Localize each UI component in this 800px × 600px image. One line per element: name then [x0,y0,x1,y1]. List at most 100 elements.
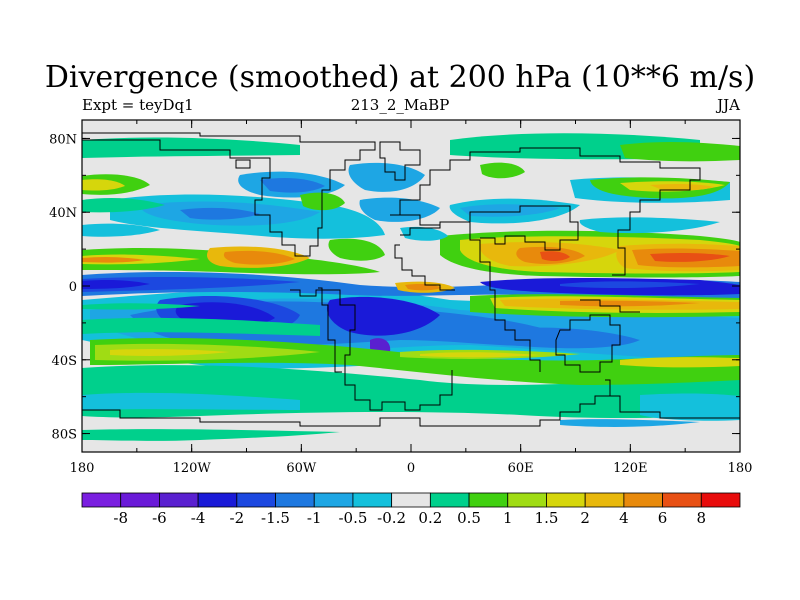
colorbar-swatch [507,492,547,508]
coast-europe [400,214,440,226]
x-tick-label: 180 [70,461,95,476]
colorbar-label: 1.5 [534,509,559,527]
contour-pos-north-mid-7 [650,183,715,191]
contour-neg-north-mid-3 [180,207,260,220]
colorbar-label: -4 [190,509,206,527]
contour-pos-north-trop-16 [405,284,442,291]
colorbar-label: 0.2 [418,509,443,527]
contour-neg-south-high [82,392,300,410]
coast-asia-south [440,205,579,251]
colorbar-swatch [159,492,199,508]
colorbar-swatch [700,492,741,508]
contour-pos-north-trop-3 [82,256,145,263]
coast-antarctica [82,379,611,427]
x-tick-label: 60E [508,461,534,476]
x-tick-label: 180 [728,461,753,476]
coast-south-america [290,289,453,411]
contour-pos-north-trop-5 [223,250,295,265]
contour-neg-equator-2 [82,277,300,292]
colorbar-label: -0.5 [338,509,368,527]
x-axis: 180 120W 60W 0 60E 120E 180 [70,120,753,476]
contour-neg-equator-3 [82,280,150,289]
colorbar-label: 8 [696,509,707,527]
contour-neg-north-mid-12 [400,226,448,241]
case-label: 213_2_MaBP [350,96,450,114]
colorbar-label: -2 [229,509,245,527]
map-title: Divergence (smoothed) at 200 hPa (10**6 … [44,60,756,95]
colorbar-swatch [546,492,586,508]
y-tick-label: 0 [69,280,77,295]
coast-maritime [580,299,640,313]
colorbar-swatch [584,492,625,508]
contour-neg-north-mid-13 [82,223,160,237]
colorbar-label: 4 [619,509,629,527]
colorbar [81,492,741,508]
coast-north-america [82,132,376,257]
contour-pos-south-mid-7 [620,357,740,368]
season-label: JJA [717,96,740,114]
colorbar-swatch [275,492,315,508]
y-axis: 80N 40N 0 40S 80S [49,132,740,443]
contour-neg-south-high-2 [640,393,740,421]
experiment-label: Expt = teyDq1 [82,96,194,114]
colorbar-label: -1.5 [261,509,290,527]
colorbar-label: -1 [306,509,322,527]
contour-neg-equator-5 [560,281,700,289]
contour-pos-south-band-6 [82,303,200,310]
contour-pos-north-trop-6 [328,238,385,261]
contour-pos-south-band [82,317,320,336]
colorbar-swatch [623,492,663,508]
colorbar-swatch [468,492,509,508]
colorbar-swatch [120,492,160,508]
coast-africa [400,221,541,372]
colorbar-swatch [429,492,470,508]
contour-pos-south-mid-6 [420,352,540,358]
colorbar-label: 0.5 [457,509,481,527]
colorbar-label: -8 [113,509,129,527]
colorbar-label: -0.2 [377,509,407,527]
contour-neg-north-mid-6 [348,162,425,192]
contour-pos-south-mid-4 [110,348,230,356]
colorbar-label: 2 [580,509,590,527]
contour-neg-north-mid-11 [579,217,720,234]
coast-africa-west [394,244,455,291]
contour-neg-north-mid-9 [460,204,560,217]
colorbar-label: 1 [502,509,513,527]
contour-pos-north-mid-11 [82,197,165,213]
contour-pos-north-trop-11 [540,251,570,262]
contour-pos-south-band-5 [560,300,700,307]
coast-hudson-bay [235,159,251,169]
colorbar-swatch [313,492,354,508]
colorbar-swatch [197,492,238,508]
contour-neg-south-high-4 [560,419,700,427]
contour-pos-north-mid-9 [480,162,525,179]
coast-south-america-west [318,287,342,373]
coast-antarctica-2 [610,395,740,419]
colorbar-swatch [662,492,702,508]
colorbar-swatch [352,492,393,508]
x-tick-label: 120E [613,461,647,476]
x-tick-label: 0 [407,461,415,476]
y-tick-label: 40S [52,354,77,369]
y-tick-label: 80S [52,428,77,443]
colorbar-label: -6 [152,509,167,527]
coast-eurasia [390,147,701,276]
contour-pos-north-mid-2 [82,179,125,191]
contour-neg-south-8 [497,327,640,349]
coast-australia [555,314,621,373]
colorbar-swatch [81,492,122,508]
contour-pos-north-mid-3 [82,137,300,158]
contour-neg-north-mid-5 [260,178,325,193]
contour-pos-north-trop-14 [650,252,730,262]
coast-greenland [379,141,421,181]
colorbar-swatch [236,492,276,508]
x-tick-label: 120W [173,461,212,476]
colorbar-label: 6 [657,509,668,527]
x-tick-label: 60W [286,461,317,476]
coastlines [82,132,740,427]
colorbar-swatch [391,492,431,508]
contour-neg-south-high-3 [82,429,340,441]
y-tick-label: 80N [49,132,77,147]
contour-pos-north-mid-10 [620,142,740,162]
